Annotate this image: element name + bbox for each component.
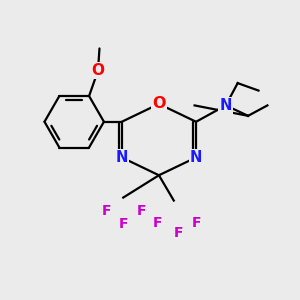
Text: F: F <box>173 226 183 240</box>
Text: F: F <box>136 204 146 218</box>
Text: F: F <box>118 217 128 231</box>
Text: N: N <box>116 150 128 165</box>
Text: N: N <box>220 98 232 113</box>
Text: F: F <box>153 216 162 230</box>
Text: F: F <box>191 216 201 230</box>
Text: O: O <box>152 96 166 111</box>
Text: N: N <box>190 150 202 165</box>
Text: F: F <box>102 204 112 218</box>
Text: O: O <box>92 63 104 78</box>
